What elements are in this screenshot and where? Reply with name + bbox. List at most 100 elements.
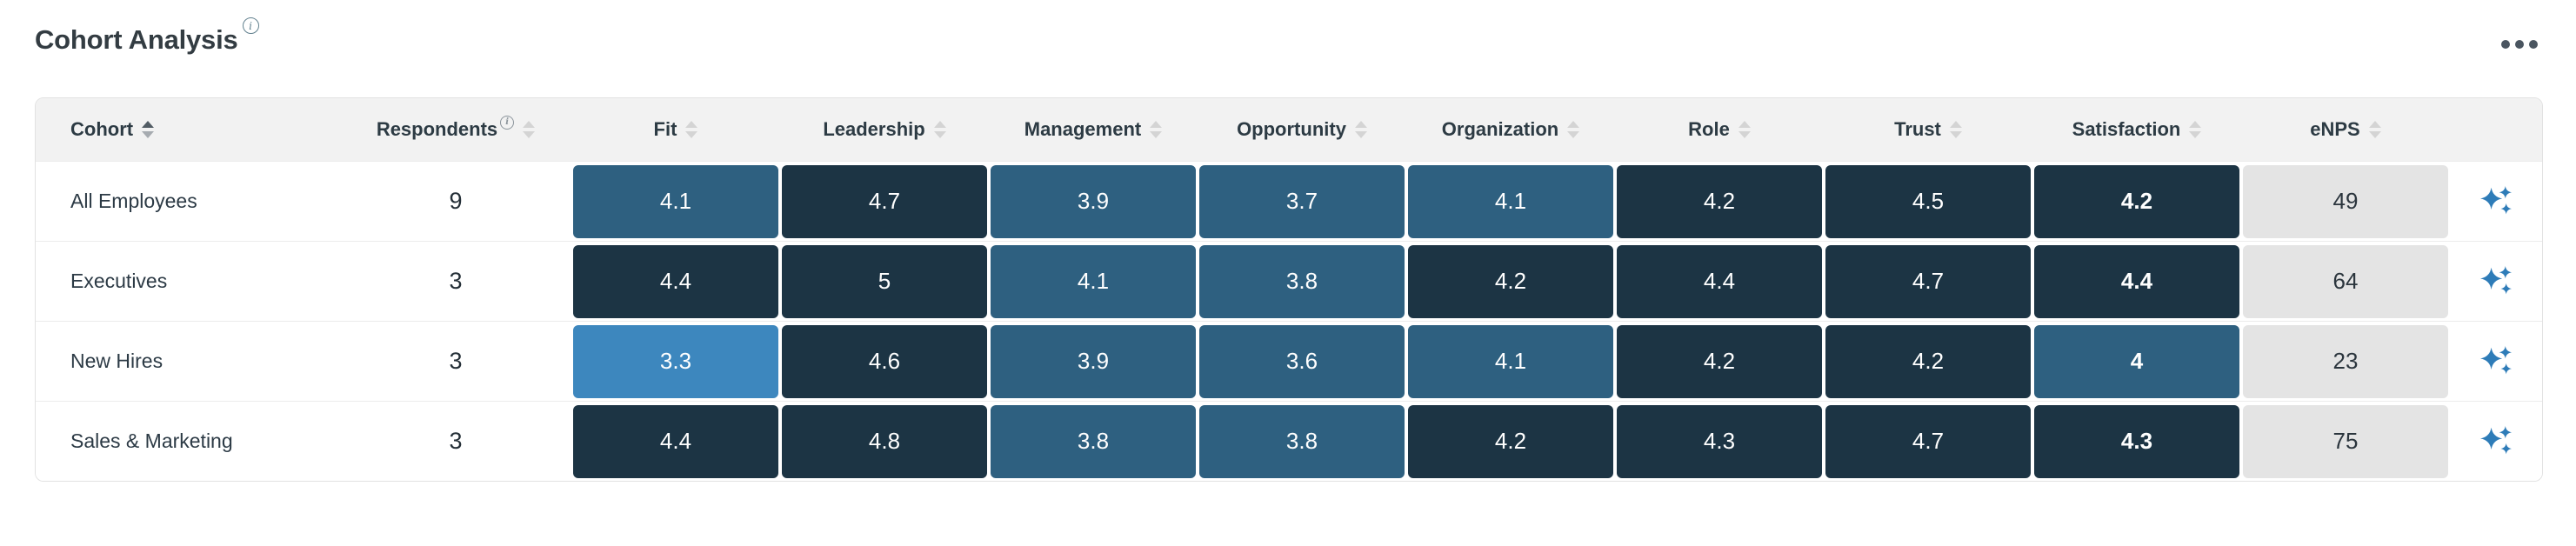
score-cell-organization: 4.2 bbox=[1406, 242, 1615, 321]
title-wrap: Cohort Analysis i bbox=[35, 17, 259, 57]
score-pill-fit: 4.1 bbox=[573, 164, 778, 238]
sort-down-arrow bbox=[142, 131, 155, 138]
respondents-value: 9 bbox=[449, 188, 463, 214]
ai-insights-button[interactable] bbox=[2475, 261, 2517, 303]
score-pill-organization: 4.2 bbox=[1408, 404, 1613, 478]
sort-up-arrow bbox=[523, 121, 536, 128]
respondents-cell: 3 bbox=[340, 402, 571, 481]
column-label-management: Management bbox=[1024, 118, 1142, 140]
table-row: New Hires 3 3.3 4.6 3.9 3.6 4.1 4.2 4.2 4 23 bbox=[36, 321, 2542, 401]
page-title: Cohort Analysis bbox=[35, 24, 238, 55]
column-header-enps[interactable]: eNPS bbox=[2241, 118, 2450, 141]
sort-icon bbox=[1738, 121, 1751, 138]
score-cell-management: 3.8 bbox=[989, 402, 1198, 481]
cohort-name-cell: Executives bbox=[36, 242, 340, 321]
score-pill-trust: 4.7 bbox=[1825, 244, 2031, 318]
row-actions-cell bbox=[2450, 322, 2542, 401]
sort-icon bbox=[2368, 121, 2381, 138]
column-header-satisfaction[interactable]: Satisfaction bbox=[2032, 118, 2241, 141]
enps-pill: 75 bbox=[2243, 404, 2448, 478]
score-pill-management: 4.1 bbox=[991, 244, 1196, 318]
sort-down-arrow bbox=[2189, 131, 2202, 138]
info-icon[interactable]: i bbox=[500, 116, 515, 130]
score-cell-trust: 4.5 bbox=[1824, 162, 2032, 241]
score-pill-role: 4.2 bbox=[1617, 164, 1822, 238]
sort-up-arrow bbox=[1738, 121, 1751, 128]
score-cell-organization: 4.1 bbox=[1406, 322, 1615, 401]
score-cell-fit: 4.4 bbox=[571, 242, 780, 321]
score-cell-role: 4.2 bbox=[1615, 322, 1824, 401]
score-pill-opportunity: 3.7 bbox=[1199, 164, 1405, 238]
sort-up-arrow bbox=[1150, 121, 1163, 128]
ai-insights-button[interactable] bbox=[2475, 421, 2517, 463]
ai-insights-button[interactable] bbox=[2475, 341, 2517, 383]
sort-icon bbox=[1354, 121, 1367, 138]
sort-up-arrow bbox=[2189, 121, 2202, 128]
table-body: All Employees 9 4.1 4.7 3.9 3.7 4.1 4.2 4.5 4.2 49… bbox=[36, 161, 2542, 481]
sort-icon bbox=[685, 121, 698, 138]
column-header-management[interactable]: Management bbox=[989, 118, 1198, 141]
score-cell-opportunity: 3.8 bbox=[1198, 242, 1406, 321]
score-pill-organization: 4.1 bbox=[1408, 324, 1613, 398]
sort-down-arrow bbox=[1567, 131, 1580, 138]
card-menu-button[interactable] bbox=[2494, 23, 2545, 56]
enps-pill: 64 bbox=[2243, 244, 2448, 318]
score-pill-leadership: 4.8 bbox=[782, 404, 987, 478]
sort-down-arrow bbox=[1354, 131, 1367, 138]
respondents-cell: 9 bbox=[340, 162, 571, 241]
score-pill-role: 4.2 bbox=[1617, 324, 1822, 398]
score-pill-trust: 4.7 bbox=[1825, 404, 2031, 478]
score-cell-fit: 3.3 bbox=[571, 322, 780, 401]
cohort-name-cell: All Employees bbox=[36, 162, 340, 241]
sort-down-arrow bbox=[2368, 131, 2381, 138]
sparkles-icon bbox=[2480, 185, 2512, 214]
cohort-analysis-table: Cohort Respondents i Fit Leadership Managemen… bbox=[35, 97, 2543, 482]
sort-up-arrow bbox=[685, 121, 698, 128]
column-label-respondents: Respondents bbox=[376, 118, 498, 140]
cohort-name-cell: Sales & Marketing bbox=[36, 402, 340, 481]
row-actions-cell bbox=[2450, 162, 2542, 241]
score-pill-leadership: 4.7 bbox=[782, 164, 987, 238]
score-pill-fit: 4.4 bbox=[573, 404, 778, 478]
score-pill-organization: 4.2 bbox=[1408, 244, 1613, 318]
score-pill-opportunity: 3.8 bbox=[1199, 244, 1405, 318]
cohort-name-cell: New Hires bbox=[36, 322, 340, 401]
enps-cell: 64 bbox=[2241, 242, 2450, 321]
column-header-fit[interactable]: Fit bbox=[571, 118, 780, 141]
score-cell-satisfaction: 4.2 bbox=[2032, 162, 2241, 241]
column-header-leadership[interactable]: Leadership bbox=[780, 118, 989, 141]
score-cell-organization: 4.2 bbox=[1406, 402, 1615, 481]
column-label-enps: eNPS bbox=[2310, 118, 2360, 140]
column-header-role[interactable]: Role bbox=[1615, 118, 1824, 141]
column-header-trust[interactable]: Trust bbox=[1824, 118, 2032, 141]
column-label-fit: Fit bbox=[653, 118, 677, 140]
enps-pill: 23 bbox=[2243, 324, 2448, 398]
card-header: Cohort Analysis i bbox=[0, 0, 2576, 57]
column-header-cohort[interactable]: Cohort bbox=[36, 118, 340, 141]
info-icon[interactable]: i bbox=[242, 17, 259, 34]
column-label-organization: Organization bbox=[1441, 118, 1559, 140]
score-pill-fit: 3.3 bbox=[573, 324, 778, 398]
score-cell-trust: 4.2 bbox=[1824, 322, 2032, 401]
table-row: Executives 3 4.4 5 4.1 3.8 4.2 4.4 4.7 4.4 64 bbox=[36, 241, 2542, 321]
ellipsis-dot bbox=[2515, 40, 2524, 49]
score-cell-trust: 4.7 bbox=[1824, 242, 2032, 321]
score-pill-role: 4.3 bbox=[1617, 404, 1822, 478]
sort-up-arrow bbox=[1354, 121, 1367, 128]
score-cell-satisfaction: 4 bbox=[2032, 322, 2241, 401]
table-row: All Employees 9 4.1 4.7 3.9 3.7 4.1 4.2 4.5 4.2 49 bbox=[36, 161, 2542, 241]
score-pill-organization: 4.1 bbox=[1408, 164, 1613, 238]
score-pill-management: 3.9 bbox=[991, 164, 1196, 238]
sort-down-arrow bbox=[1150, 131, 1163, 138]
score-cell-fit: 4.1 bbox=[571, 162, 780, 241]
sparkles-icon bbox=[2480, 425, 2512, 454]
score-cell-opportunity: 3.7 bbox=[1198, 162, 1406, 241]
column-header-opportunity[interactable]: Opportunity bbox=[1198, 118, 1406, 141]
column-label-trust: Trust bbox=[1894, 118, 1941, 140]
column-header-organization[interactable]: Organization bbox=[1406, 118, 1615, 141]
cohort-name: New Hires bbox=[70, 350, 164, 372]
score-cell-satisfaction: 4.3 bbox=[2032, 402, 2241, 481]
column-header-respondents[interactable]: Respondents i bbox=[340, 116, 571, 141]
ai-insights-button[interactable] bbox=[2475, 181, 2517, 223]
sort-icon bbox=[1949, 121, 1962, 138]
